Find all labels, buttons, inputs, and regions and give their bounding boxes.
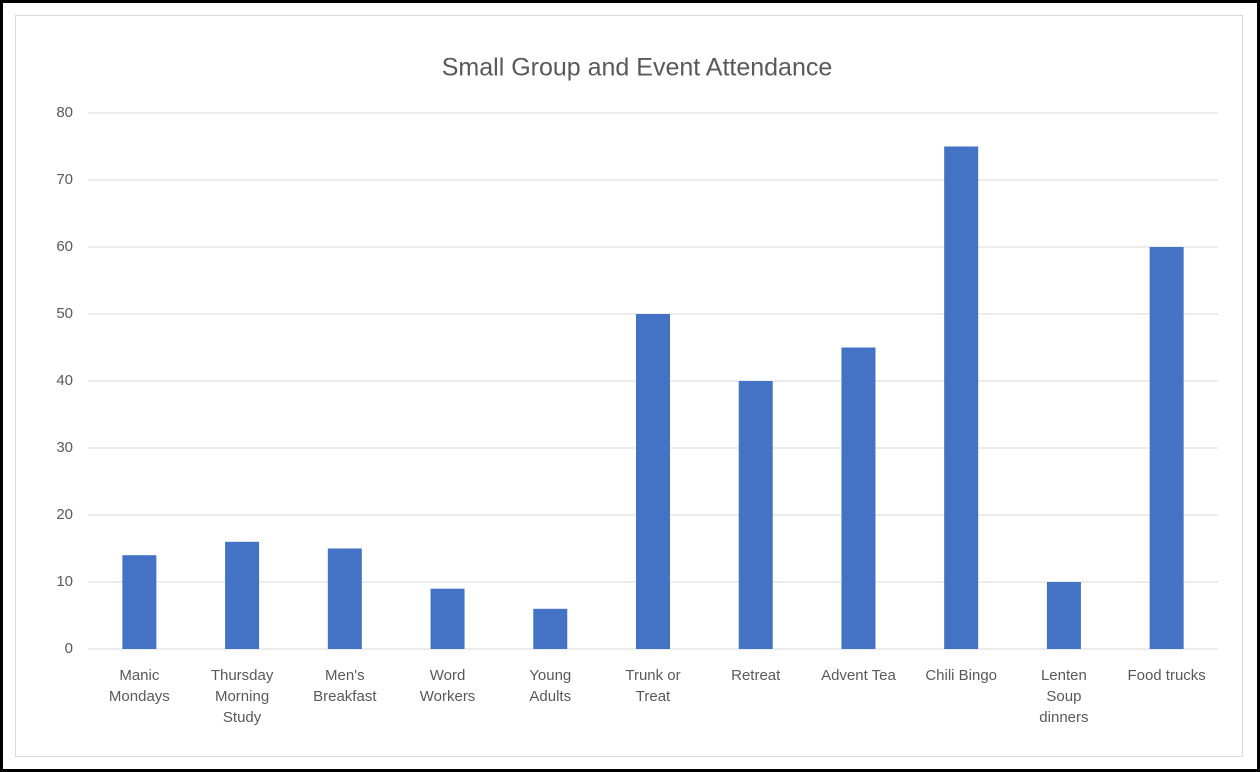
y-tick-label: 70	[56, 171, 73, 188]
y-tick-label: 50	[56, 305, 73, 322]
bar	[1149, 247, 1184, 649]
chart-title: Small Group and Event Attendance	[442, 54, 833, 82]
bar	[841, 347, 876, 649]
x-tick-label: Retreat	[731, 667, 781, 684]
x-tick-label: Lenten Soup dinners	[1039, 667, 1089, 726]
bar	[944, 146, 979, 649]
y-tick-label: 60	[56, 238, 73, 255]
y-tick-label: 10	[56, 573, 73, 590]
bar	[225, 541, 260, 649]
x-tick-label: Men's Breakfast	[313, 667, 377, 705]
x-tick-label: Trunk or Treat	[625, 667, 681, 705]
bar	[738, 381, 773, 649]
x-tick-label: Manic Mondays	[108, 667, 170, 705]
bar	[122, 555, 157, 649]
y-tick-label: 0	[65, 640, 73, 657]
bar	[1046, 582, 1081, 649]
y-tick-label: 30	[56, 439, 73, 456]
y-tick-label: 40	[56, 372, 73, 389]
chart-area	[15, 15, 1243, 757]
y-tick-label: 20	[56, 506, 73, 523]
bar	[430, 588, 465, 649]
bar	[327, 548, 362, 649]
bar	[636, 314, 670, 649]
x-tick-label: Chili Bingo	[925, 667, 998, 684]
x-tick-label: Food trucks	[1127, 667, 1206, 684]
x-tick-label: Word Workers	[419, 667, 476, 705]
chart: Small Group and Event Attendance 0 10 20 30…	[56, 54, 1218, 657]
x-tick-label: Advent Tea	[821, 667, 896, 684]
bar	[533, 608, 568, 649]
x-tick-label: Thursday Morning Study	[210, 667, 274, 726]
x-tick-label: Young Adults	[529, 667, 572, 705]
y-tick-label: 80	[56, 104, 73, 121]
